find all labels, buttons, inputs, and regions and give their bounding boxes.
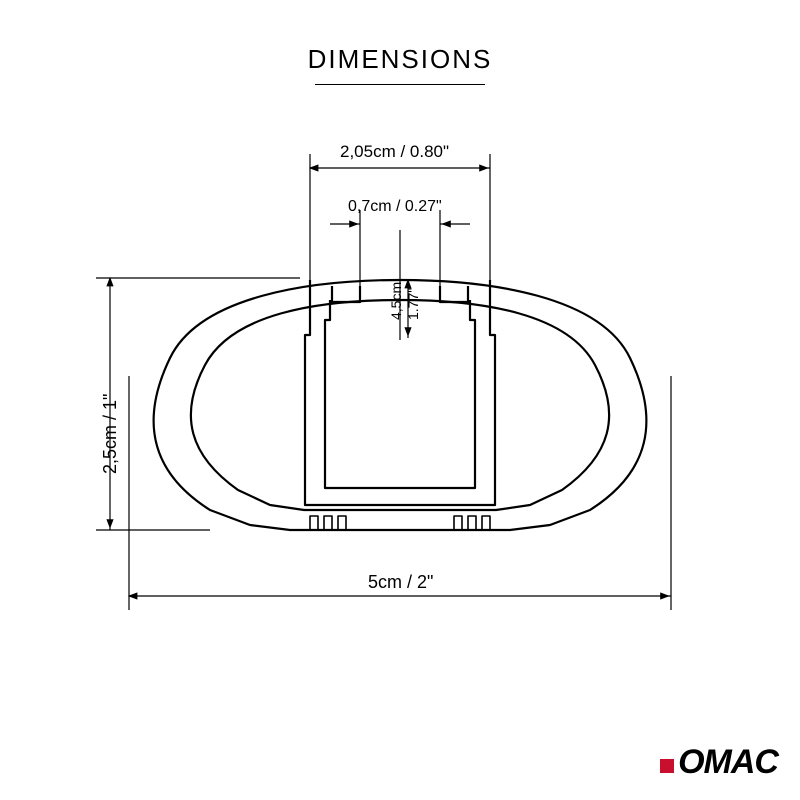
dim-height-left-label: 2,5cm / 1" — [100, 394, 121, 474]
dim-top-outer-label: 2,05cm / 0.80" — [340, 142, 449, 162]
dim-top-inner-label: 0,7cm / 0.27" — [348, 198, 442, 216]
logo-text: OMAC — [678, 743, 778, 781]
logo-accent-icon — [660, 759, 674, 773]
slot-right — [440, 286, 468, 302]
dim-depth-in-label: 1.77" — [405, 288, 421, 320]
slot-left — [332, 286, 360, 302]
dim-depth-cm-label: 4,5cm — [388, 282, 404, 320]
teeth-right — [454, 516, 490, 530]
dim-width-bottom-label: 5cm / 2" — [368, 572, 433, 593]
teeth-left — [310, 516, 346, 530]
brand-logo: OMAC — [660, 743, 778, 782]
